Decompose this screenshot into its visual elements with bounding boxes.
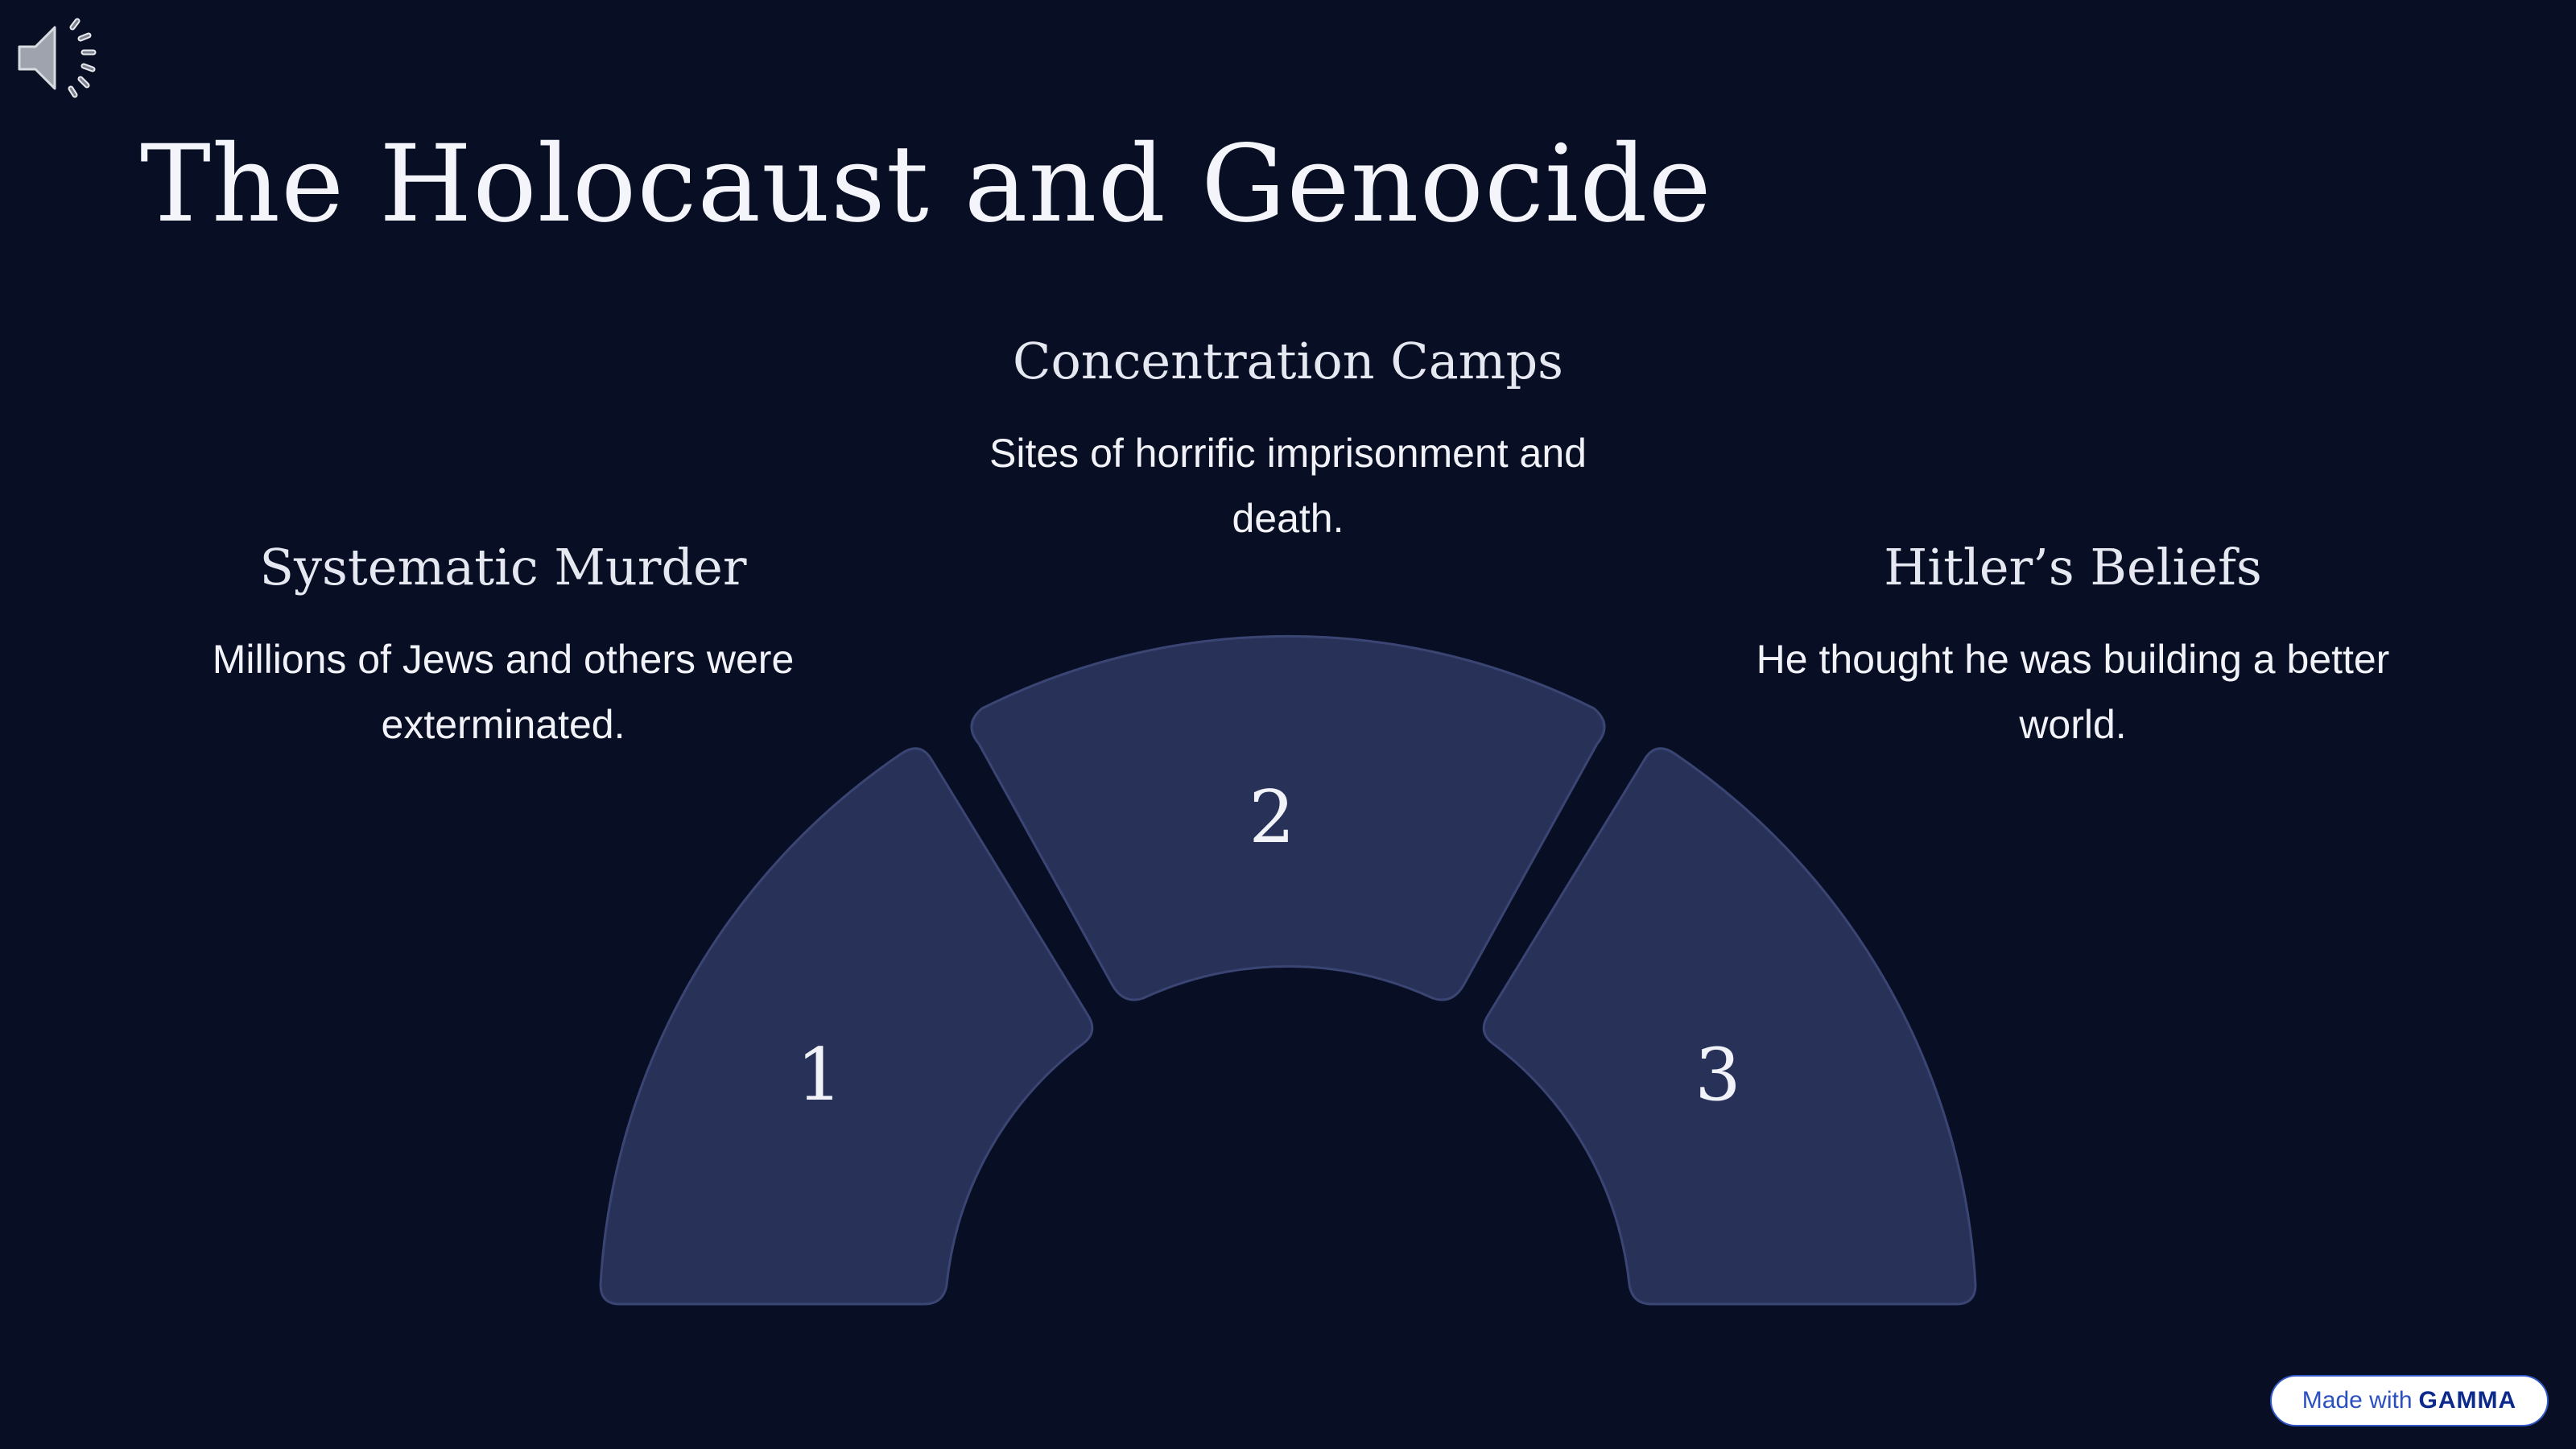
badge-prefix: Made with <box>2301 1387 2413 1414</box>
item-description: Millions of Jews and others were extermi… <box>212 637 795 747</box>
segment-3[interactable] <box>1482 747 1977 1306</box>
gamma-logo: GAMMA <box>2418 1387 2517 1414</box>
segment-3-number: 3 <box>1695 1033 1740 1117</box>
item-heading: Systematic Murder <box>259 538 747 597</box>
item-description: Sites of horrific imprisonment and death… <box>989 431 1587 541</box>
item-heading: Concentration Camps <box>1013 332 1563 390</box>
item-heading: Hitler’s Beliefs <box>1884 538 2262 597</box>
segment-1-number: 1 <box>796 1033 842 1117</box>
item-concentration-camps: Concentration Camps Sites of horrific im… <box>934 332 1642 551</box>
item-description: He thought he was building a better worl… <box>1756 637 2390 747</box>
item-systematic-murder: Systematic Murder Millions of Jews and o… <box>165 538 841 758</box>
segment-2[interactable] <box>970 634 1606 1001</box>
segment-1[interactable] <box>599 747 1094 1306</box>
segment-2-number: 2 <box>1249 775 1294 860</box>
speaker-volume-icon[interactable] <box>14 18 103 98</box>
made-with-gamma-badge[interactable]: Made with GAMMA <box>2270 1375 2549 1426</box>
page-title: The Holocaust and Genocide <box>140 122 1712 246</box>
item-hitlers-beliefs: Hitler’s Beliefs He thought he was build… <box>1723 538 2423 758</box>
